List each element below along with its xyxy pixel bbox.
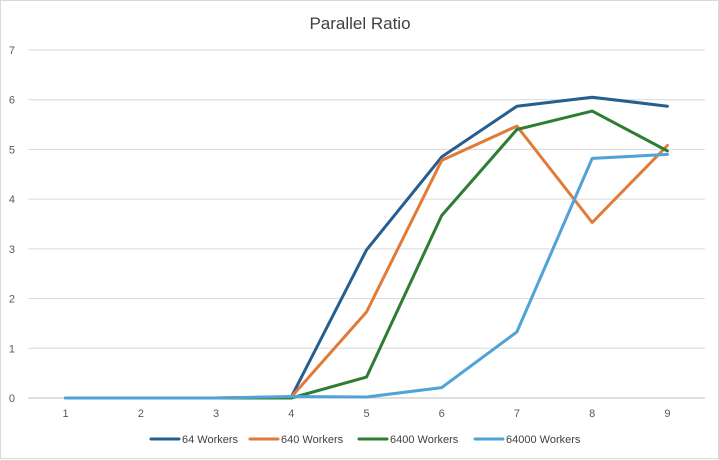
x-tick-label: 4 — [288, 408, 294, 420]
legend-label: 6400 Workers — [390, 434, 459, 446]
chart-title: Parallel Ratio — [309, 14, 410, 33]
x-tick-label: 6 — [439, 408, 445, 420]
x-tick-label: 2 — [138, 408, 144, 420]
y-axis-ticks: 0 1 2 3 4 5 6 7 — [9, 45, 15, 405]
series-line-640-workers — [64, 124, 669, 400]
y-tick-label: 3 — [9, 244, 15, 256]
series-line-64000-workers — [64, 152, 669, 400]
y-tick-label: 7 — [9, 45, 15, 57]
y-tick-label: 1 — [9, 343, 15, 355]
x-tick-label: 1 — [63, 408, 69, 420]
x-tick-label: 8 — [589, 408, 595, 420]
y-tick-label: 6 — [9, 95, 15, 107]
y-tick-label: 4 — [9, 194, 15, 206]
legend-label: 64000 Workers — [506, 434, 581, 446]
x-tick-label: 5 — [363, 408, 369, 420]
x-tick-label: 7 — [514, 408, 520, 420]
legend-label: 640 Workers — [281, 434, 344, 446]
series-lines — [64, 95, 669, 400]
legend-label: 64 Workers — [182, 434, 239, 446]
series-line-64-workers — [64, 95, 669, 400]
y-tick-label: 5 — [9, 144, 15, 156]
y-tick-label: 0 — [9, 393, 15, 405]
gridlines — [28, 49, 705, 399]
series-line-6400-workers — [64, 109, 669, 400]
x-tick-label: 9 — [664, 408, 670, 420]
legend: 64 Workers 640 Workers 6400 Workers 64000 W… — [149, 434, 581, 446]
y-tick-label: 2 — [9, 294, 15, 306]
x-axis-ticks: 1 2 3 4 5 6 7 8 9 — [63, 408, 671, 420]
x-tick-label: 3 — [213, 408, 219, 420]
